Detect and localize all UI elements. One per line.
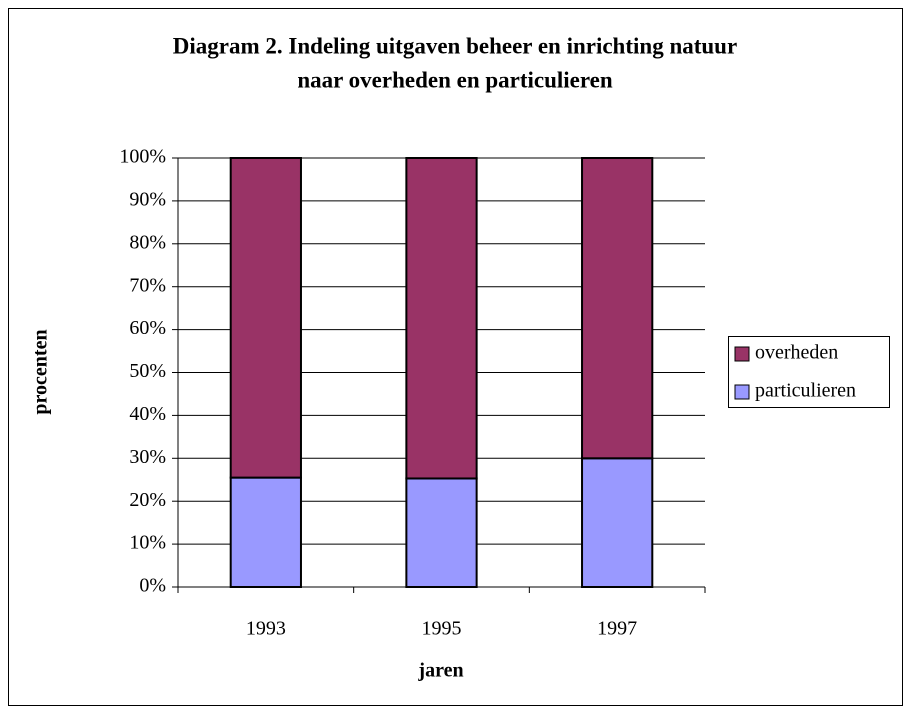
chart-title: naar overheden en particulieren bbox=[297, 67, 613, 92]
y-tick-label: 50% bbox=[129, 360, 166, 382]
bar-segment bbox=[229, 476, 302, 589]
bar-segment bbox=[581, 157, 654, 460]
x-tick-label: 1997 bbox=[597, 618, 637, 640]
bar-segment bbox=[229, 157, 302, 479]
x-tick-label: 1993 bbox=[246, 618, 286, 640]
chart-title: Diagram 2. Indeling uitgaven beheer en i… bbox=[173, 33, 737, 58]
legend-label: overheden bbox=[755, 342, 838, 364]
y-tick-label: 70% bbox=[129, 274, 166, 296]
legend bbox=[728, 336, 890, 408]
x-tick-label: 1995 bbox=[422, 618, 462, 640]
bar-segment bbox=[581, 457, 654, 588]
legend-swatch bbox=[734, 384, 750, 400]
bar-segment bbox=[405, 477, 478, 589]
y-tick-label: 90% bbox=[129, 188, 166, 210]
y-tick-label: 60% bbox=[129, 317, 166, 339]
y-axis-label: procenten bbox=[30, 329, 52, 414]
legend-label: particulieren bbox=[755, 380, 856, 402]
y-tick-label: 20% bbox=[129, 489, 166, 511]
y-tick-label: 30% bbox=[129, 446, 166, 468]
y-tick-label: 0% bbox=[139, 575, 166, 597]
y-tick-label: 40% bbox=[129, 403, 166, 425]
bar-segment bbox=[405, 157, 478, 480]
y-tick-label: 100% bbox=[119, 146, 166, 168]
y-tick-label: 10% bbox=[129, 532, 166, 554]
x-axis-label: jaren bbox=[417, 660, 463, 682]
legend-swatch bbox=[734, 346, 750, 362]
y-tick-label: 80% bbox=[129, 231, 166, 253]
